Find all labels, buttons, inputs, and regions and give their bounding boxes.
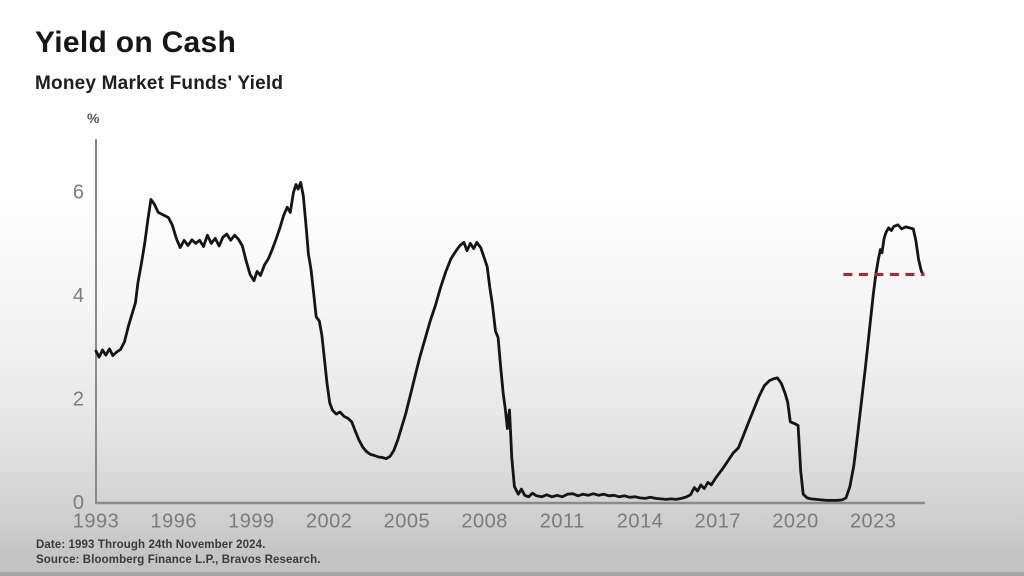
y-tick-label: 4 (73, 285, 84, 307)
bottom-edge-shadow (0, 572, 1024, 576)
y-axis-unit-label: % (87, 110, 100, 126)
x-tick-label: 2005 (384, 511, 431, 533)
x-tick-label: 2002 (306, 511, 353, 533)
y-tick-label: 6 (73, 182, 84, 204)
chart-subtitle: Money Market Funds' Yield (35, 73, 284, 94)
y-tick-label: 2 (73, 389, 84, 411)
chart-footnote: Date: 1993 Through 24th November 2024. S… (36, 538, 321, 568)
x-tick-label: 1996 (150, 511, 197, 533)
x-tick-label: 2011 (540, 511, 585, 533)
page-title: Yield on Cash (35, 26, 237, 59)
x-tick-label: 1999 (228, 511, 275, 533)
y-tick-label: 0 (73, 492, 84, 514)
x-tick-label: 2008 (461, 511, 508, 533)
x-tick-label: 2017 (695, 511, 742, 533)
footnote-source-line: Source: Bloomberg Finance L.P., Bravos R… (36, 554, 321, 566)
footnote-date-line: Date: 1993 Through 24th November 2024. (36, 539, 266, 551)
x-tick-label: 2020 (772, 511, 819, 533)
x-tick-label: 2014 (617, 511, 664, 533)
yield-line (94, 180, 924, 502)
x-tick-label: 2023 (850, 511, 897, 533)
x-tick-label: 1993 (73, 511, 120, 533)
